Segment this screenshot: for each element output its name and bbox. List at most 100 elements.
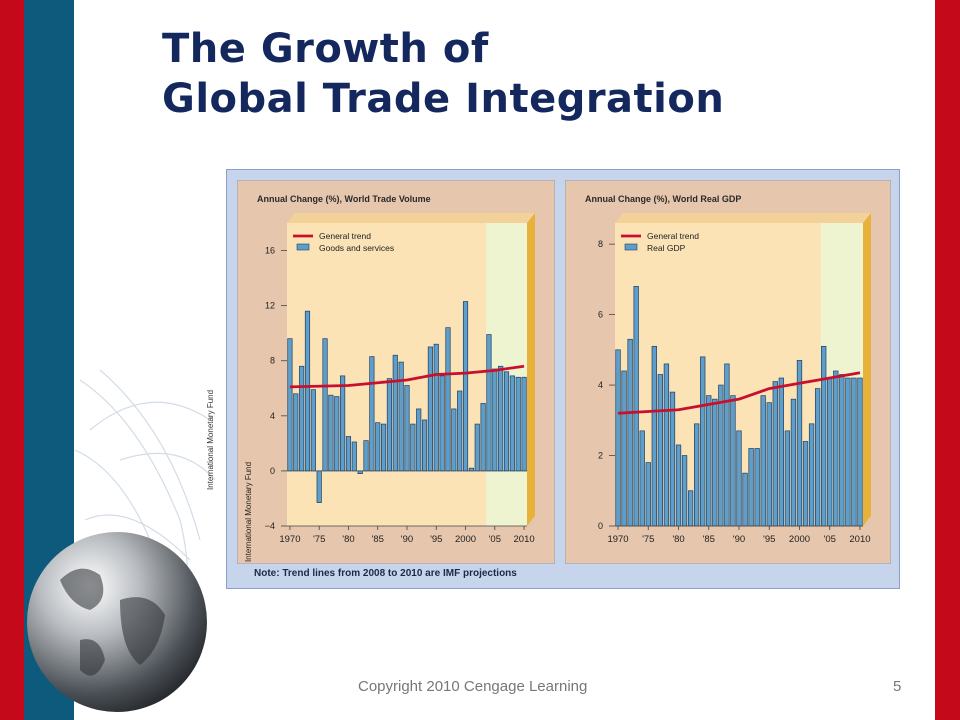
data-bar bbox=[427, 346, 433, 472]
data-bar bbox=[669, 391, 676, 527]
data-bar bbox=[357, 470, 363, 475]
trend-line bbox=[617, 371, 861, 415]
source-credit: International Monetary Fund bbox=[206, 389, 215, 490]
legend-bar-swatch bbox=[296, 243, 310, 251]
data-bar bbox=[363, 440, 369, 472]
data-bar bbox=[808, 423, 815, 527]
data-bar bbox=[498, 365, 504, 472]
data-bar bbox=[509, 375, 515, 472]
x-tick-label: 2000 bbox=[789, 534, 810, 545]
data-bar bbox=[639, 430, 645, 527]
data-bar bbox=[468, 467, 474, 472]
y-tick-label: −4 bbox=[265, 521, 275, 531]
x-tick-label: '75 bbox=[313, 534, 325, 545]
data-bar bbox=[742, 472, 748, 527]
panel-source-label: International Monetary Fund bbox=[244, 462, 253, 562]
data-bar bbox=[299, 365, 305, 472]
data-bar bbox=[845, 377, 851, 527]
data-bar bbox=[328, 394, 334, 472]
data-bar bbox=[694, 423, 700, 527]
x-tick-label: 2000 bbox=[455, 534, 476, 545]
data-bar bbox=[381, 423, 387, 472]
legend-bar-label: Real GDP bbox=[647, 243, 686, 253]
data-bar bbox=[851, 377, 857, 527]
data-bar bbox=[322, 338, 328, 472]
x-tick-label: '80 bbox=[672, 534, 684, 545]
data-bar bbox=[814, 388, 821, 527]
x-tick-label: '90 bbox=[401, 534, 413, 545]
x-tick-label: '75 bbox=[642, 534, 654, 545]
data-bar bbox=[386, 378, 393, 472]
data-bar bbox=[451, 408, 457, 472]
real-gdp-chart: Annual Change (%), World Real GDP 0 2 4 6 8 19… bbox=[565, 180, 891, 564]
title-line-1: The Growth of bbox=[162, 26, 489, 72]
data-bar bbox=[334, 396, 340, 472]
plot-top-face bbox=[615, 213, 871, 223]
y-tick-label: 2 bbox=[598, 451, 603, 461]
data-bar bbox=[310, 389, 316, 472]
trade-volume-chart: Annual Change (%), World Trade Volume −4 0… bbox=[237, 180, 555, 564]
globe-decoration bbox=[27, 369, 216, 712]
data-bar bbox=[439, 375, 445, 472]
data-bar bbox=[474, 423, 480, 472]
chart-title: Annual Change (%), World Trade Volume bbox=[257, 194, 431, 204]
x-tick-label: '95 bbox=[763, 534, 775, 545]
data-bar bbox=[821, 345, 827, 527]
data-bar bbox=[392, 354, 398, 472]
x-tick-label: '85 bbox=[703, 534, 715, 545]
data-bar bbox=[462, 301, 469, 472]
right-red-stripe bbox=[935, 0, 960, 720]
data-bar bbox=[706, 395, 712, 527]
x-tick-label: 2010 bbox=[514, 534, 535, 545]
data-bar bbox=[369, 356, 375, 472]
y-tick-label: 4 bbox=[270, 411, 275, 421]
data-bar bbox=[730, 395, 736, 527]
data-bar bbox=[416, 408, 422, 472]
data-bar bbox=[839, 374, 845, 527]
data-bar bbox=[778, 377, 784, 527]
copyright-footer: Copyright 2010 Cengage Learning bbox=[358, 678, 588, 695]
title-line-2: Global Trade Integration bbox=[162, 76, 725, 122]
data-bar bbox=[784, 430, 791, 527]
data-bar bbox=[457, 390, 463, 472]
data-bar bbox=[480, 403, 486, 472]
data-bar bbox=[521, 376, 527, 472]
page-number: 5 bbox=[893, 678, 902, 695]
plot-top-face bbox=[287, 213, 535, 223]
plot-side-face bbox=[863, 213, 871, 526]
data-bar bbox=[657, 374, 664, 527]
data-bar bbox=[700, 356, 706, 527]
data-bar bbox=[760, 395, 766, 527]
y-tick-label: 16 bbox=[265, 246, 275, 256]
y-tick-label: 6 bbox=[598, 310, 603, 320]
data-bar bbox=[410, 423, 416, 472]
y-tick-label: 0 bbox=[270, 466, 275, 476]
data-bar bbox=[736, 430, 742, 527]
data-bar bbox=[802, 441, 809, 527]
y-tick-label: 12 bbox=[265, 301, 275, 311]
data-bar bbox=[724, 363, 730, 527]
data-bar bbox=[712, 398, 718, 527]
data-bar bbox=[340, 375, 346, 472]
data-bar bbox=[633, 286, 639, 527]
globe-icon bbox=[27, 532, 207, 712]
x-tick-label: '05 bbox=[824, 534, 836, 545]
x-tick-label: '05 bbox=[489, 534, 501, 545]
data-bar bbox=[492, 368, 498, 472]
data-bar bbox=[681, 455, 688, 527]
figure-note: Note: Trend lines from 2008 to 2010 are … bbox=[254, 568, 517, 579]
data-bar bbox=[398, 361, 404, 472]
x-tick-label: 1970 bbox=[607, 534, 628, 545]
data-bar bbox=[345, 436, 352, 472]
slide-title: The Growth of Global Trade Integration bbox=[162, 24, 724, 124]
data-bar bbox=[766, 402, 772, 527]
data-bar bbox=[645, 462, 651, 527]
data-bar bbox=[827, 377, 833, 527]
data-bar bbox=[772, 381, 778, 527]
data-bar bbox=[421, 419, 428, 472]
data-bar bbox=[445, 327, 451, 472]
data-bar bbox=[627, 338, 633, 527]
data-bar bbox=[404, 385, 410, 472]
data-bar bbox=[796, 360, 803, 527]
y-tick-label: 8 bbox=[270, 356, 275, 366]
